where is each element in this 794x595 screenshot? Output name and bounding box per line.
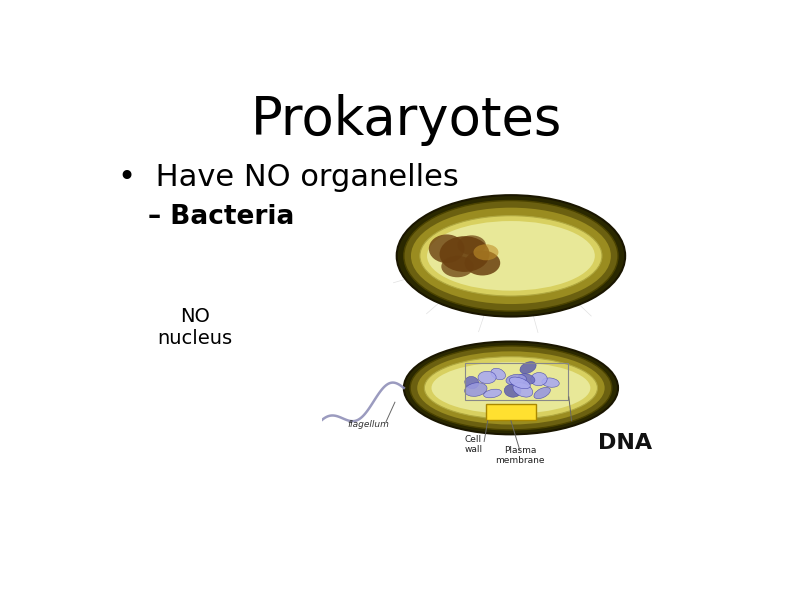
Ellipse shape <box>484 389 502 398</box>
Ellipse shape <box>464 383 487 396</box>
Ellipse shape <box>420 215 602 296</box>
Ellipse shape <box>530 372 547 386</box>
Ellipse shape <box>473 245 499 261</box>
Ellipse shape <box>404 342 618 434</box>
Ellipse shape <box>464 377 479 389</box>
Text: •  Have NO organelles: • Have NO organelles <box>118 163 458 192</box>
Ellipse shape <box>427 221 595 291</box>
Text: NO
nucleus: NO nucleus <box>157 308 232 349</box>
Ellipse shape <box>440 236 490 272</box>
Text: DNA: DNA <box>598 433 652 453</box>
Text: flagellum: flagellum <box>347 420 389 429</box>
Text: – Bacteria: – Bacteria <box>148 204 295 230</box>
Ellipse shape <box>534 387 550 399</box>
Ellipse shape <box>410 346 612 430</box>
Text: Plasma
membrane: Plasma membrane <box>495 446 545 465</box>
Ellipse shape <box>513 383 533 397</box>
Ellipse shape <box>510 377 530 389</box>
Ellipse shape <box>520 362 536 374</box>
Ellipse shape <box>404 201 618 311</box>
Ellipse shape <box>542 378 559 387</box>
Ellipse shape <box>478 371 496 384</box>
Ellipse shape <box>457 235 486 255</box>
Ellipse shape <box>441 256 473 277</box>
Text: Cell
wall: Cell wall <box>464 435 483 454</box>
Ellipse shape <box>504 384 521 397</box>
Ellipse shape <box>506 374 526 385</box>
Ellipse shape <box>397 195 625 317</box>
Ellipse shape <box>431 362 591 414</box>
Ellipse shape <box>491 368 506 380</box>
Ellipse shape <box>417 351 605 425</box>
FancyBboxPatch shape <box>486 404 536 420</box>
Ellipse shape <box>429 234 464 263</box>
Ellipse shape <box>411 208 611 304</box>
Ellipse shape <box>518 374 535 384</box>
Ellipse shape <box>464 250 500 275</box>
Text: Prokaryotes: Prokaryotes <box>251 94 563 146</box>
Ellipse shape <box>424 357 598 419</box>
